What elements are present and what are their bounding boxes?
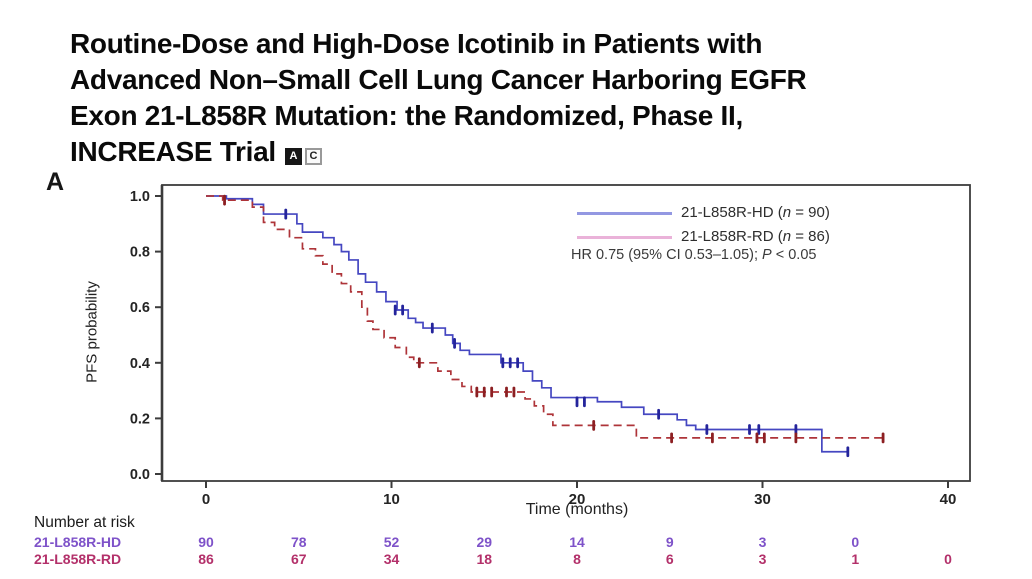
risk-row-label-rd: 21-L858R-RD bbox=[34, 550, 122, 567]
y-tick-label: 0.4 bbox=[130, 356, 150, 372]
x-tick-label: 10 bbox=[383, 491, 400, 508]
y-tick-label: 1.0 bbox=[130, 189, 150, 205]
y-tick-label: 0.0 bbox=[130, 467, 150, 483]
risk-value: 9 bbox=[665, 534, 674, 550]
risk-value: 3 bbox=[758, 534, 767, 550]
hr-annotation-pvalue-symbol: P bbox=[762, 247, 772, 263]
slide-title: Routine-Dose and High-Dose Icotinib in P… bbox=[70, 26, 980, 170]
risk-value: 52 bbox=[383, 534, 400, 550]
risk-value: 6 bbox=[665, 550, 674, 567]
hr-annotation-text: HR 0.75 (95% CI 0.53–1.05); bbox=[571, 247, 763, 263]
risk-value: 90 bbox=[198, 534, 214, 550]
risk-value: 3 bbox=[758, 550, 767, 567]
title-line-4-text: INCREASE Trial bbox=[70, 136, 276, 167]
risk-value: 29 bbox=[476, 534, 493, 550]
risk-value: 34 bbox=[383, 550, 400, 567]
title-line-2: Advanced Non–Small Cell Lung Cancer Harb… bbox=[70, 64, 807, 95]
title-line-3: Exon 21-L858R Mutation: the Randomized, … bbox=[70, 100, 743, 131]
legend-swatch-21-l858r-rd bbox=[577, 236, 672, 239]
legend-swatch-21-l858r-hd bbox=[577, 212, 672, 215]
risk-value: 78 bbox=[290, 534, 307, 550]
risk-value: 14 bbox=[569, 534, 585, 550]
legend-label-21-l858r-rd: 21-L858R-RD (n = 86) bbox=[681, 228, 830, 245]
y-axis-label: PFS probability bbox=[83, 281, 101, 383]
x-tick-label: 40 bbox=[940, 491, 957, 508]
legend-label-21-l858r-hd: 21-L858R-HD (n = 90) bbox=[681, 204, 830, 221]
km-curve-21-l858r-hd bbox=[206, 195, 848, 453]
y-tick-label: 0.2 bbox=[130, 411, 150, 427]
y-tick-label: 0.6 bbox=[130, 300, 150, 316]
badge-c-icon: C bbox=[304, 147, 322, 165]
x-tick-label: 0 bbox=[202, 491, 210, 508]
x-tick-label: 20 bbox=[569, 491, 586, 508]
x-tick-label: 30 bbox=[754, 491, 771, 508]
risk-value: 1 bbox=[851, 550, 860, 567]
risk-value: 8 bbox=[573, 550, 581, 567]
x-axis-label: Time (months) bbox=[525, 501, 629, 518]
risk-row-label-hd: 21-L858R-HD bbox=[34, 534, 122, 550]
y-tick-label: 0.8 bbox=[130, 245, 150, 261]
badge-a-icon: A bbox=[284, 147, 302, 165]
number-at-risk-title: Number at risk bbox=[34, 514, 135, 531]
hr-annotation-pvalue: < 0.05 bbox=[771, 247, 817, 263]
hr-annotation: HR 0.75 (95% CI 0.53–1.05); P < 0.05 bbox=[571, 247, 816, 263]
risk-value: 86 bbox=[198, 550, 214, 567]
km-curve-21-l858r-rd bbox=[206, 195, 884, 439]
risk-value: 0 bbox=[944, 550, 952, 567]
panel-label: A bbox=[46, 168, 65, 196]
title-line-1: Routine-Dose and High-Dose Icotinib in P… bbox=[70, 28, 763, 59]
risk-value: 18 bbox=[476, 550, 493, 567]
title-line-4: INCREASE Trial A C bbox=[70, 134, 980, 170]
risk-value: 67 bbox=[290, 550, 307, 567]
risk-value: 0 bbox=[851, 534, 860, 550]
